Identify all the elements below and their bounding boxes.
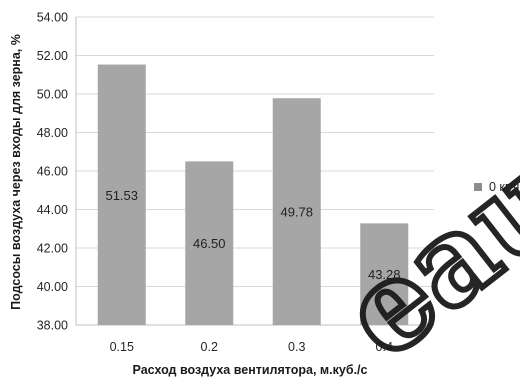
y-tick-label: 54.00 xyxy=(37,11,68,25)
x-tick-label: 0.4 xyxy=(376,340,393,354)
watermark: eaum xyxy=(317,47,520,378)
x-tick-label: 0.15 xyxy=(110,340,134,354)
legend-swatch xyxy=(474,183,482,191)
x-tick-label: 0.3 xyxy=(288,340,305,354)
x-tick-labels: 0.15 0.2 0.3 0.4 xyxy=(110,340,393,354)
legend-label: 0 кг/ч xyxy=(489,180,519,194)
bar-value-label: 49.78 xyxy=(280,205,313,220)
y-tick-label: 38.00 xyxy=(37,319,68,333)
y-tick-label: 42.00 xyxy=(37,242,68,256)
bar xyxy=(360,223,409,325)
y-axis-title: Подсосы воздуха через входы для зерна, % xyxy=(9,34,23,310)
x-tick-label: 0.2 xyxy=(201,340,218,354)
y-tick-label: 48.00 xyxy=(37,126,68,140)
bars xyxy=(97,64,409,326)
bar-value-labels: 51.53 46.50 49.78 43.28 xyxy=(105,188,400,282)
x-axis-title: Расход воздуха вентилятора, м.куб./с xyxy=(133,363,368,377)
bar-value-label: 43.28 xyxy=(368,267,401,282)
bar-value-label: 51.53 xyxy=(105,188,138,203)
bar xyxy=(272,98,321,325)
y-tick-labels: 38.00 40.00 42.00 44.00 46.00 48.00 50.00 52.00… xyxy=(37,11,68,333)
y-tick-label: 52.00 xyxy=(37,49,68,63)
y-tick-label: 50.00 xyxy=(37,88,68,102)
y-tick-label: 46.00 xyxy=(37,165,68,179)
y-tick-label: 44.00 xyxy=(37,203,68,217)
legend: 0 кг/ч xyxy=(474,180,519,194)
bar xyxy=(97,64,146,326)
bar-value-label: 46.50 xyxy=(193,236,226,251)
y-tick-label: 40.00 xyxy=(37,280,68,294)
bar xyxy=(185,161,234,325)
